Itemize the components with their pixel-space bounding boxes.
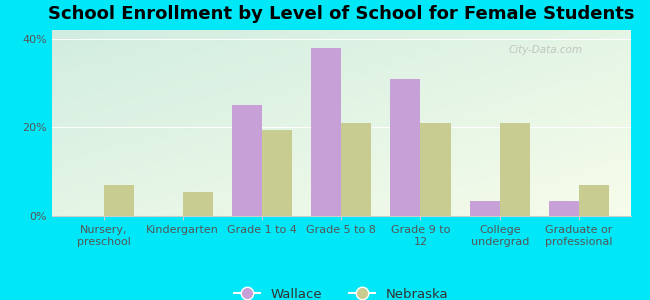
Bar	[549, 200, 579, 216]
Bar	[470, 200, 500, 216]
Bar	[341, 123, 371, 216]
Bar	[500, 123, 530, 216]
Legend: Wallace, Nebraska: Wallace, Nebraska	[229, 283, 454, 300]
Bar	[183, 192, 213, 216]
Text: City-Data.com: City-Data.com	[509, 45, 583, 55]
Bar	[579, 185, 609, 216]
Bar	[232, 105, 262, 216]
Bar	[391, 79, 421, 216]
Bar	[421, 123, 450, 216]
Bar	[311, 48, 341, 216]
Bar	[103, 185, 134, 216]
Bar	[262, 130, 292, 216]
Title: School Enrollment by Level of School for Female Students: School Enrollment by Level of School for…	[48, 5, 634, 23]
